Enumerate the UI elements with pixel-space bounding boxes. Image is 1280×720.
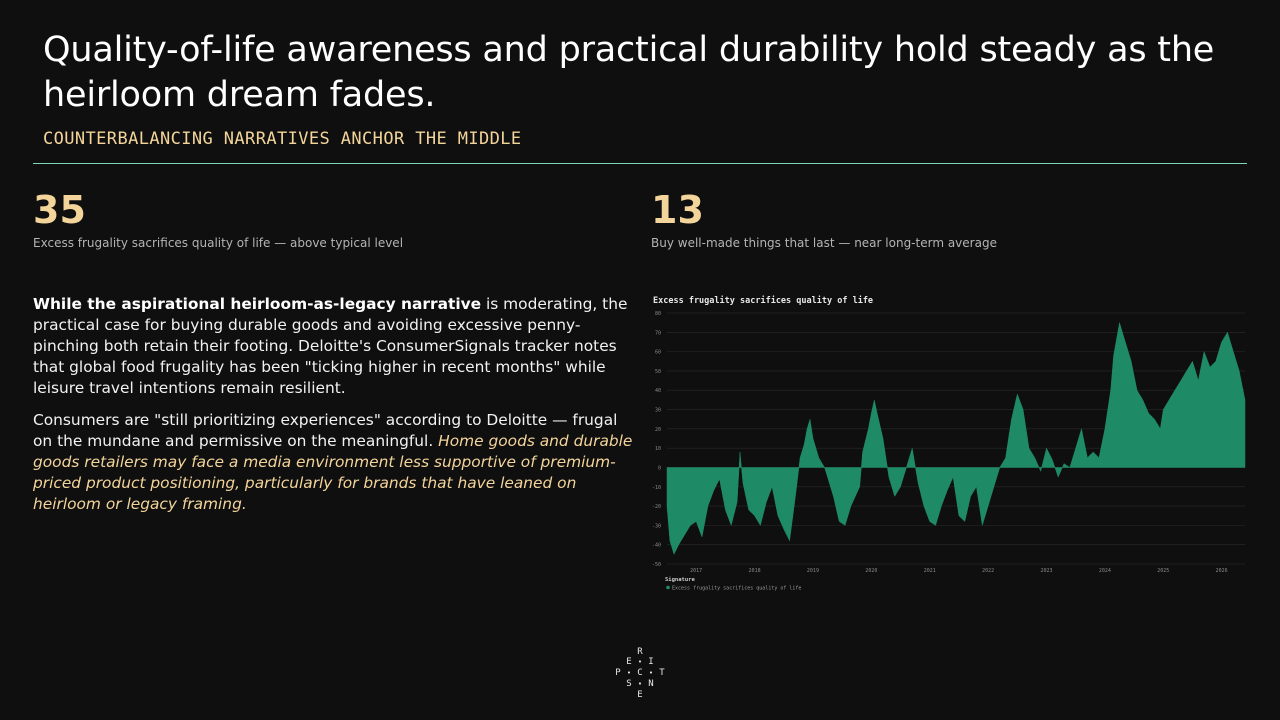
y-tick-label: 70 <box>655 330 661 336</box>
y-tick-label: 30 <box>655 408 661 414</box>
logo-letter: I <box>648 657 654 667</box>
x-tick-label: 2025 <box>1157 568 1169 574</box>
y-tick-label: -20 <box>652 504 661 510</box>
y-tick-label: 80 <box>655 311 661 317</box>
logo-dot: • <box>637 658 643 666</box>
logo-letter: E <box>626 657 632 667</box>
kpi-value: 13 <box>651 188 704 232</box>
logo-letter: P <box>615 668 621 678</box>
x-tick-label: 2018 <box>749 568 761 574</box>
y-tick-label: -30 <box>652 523 661 529</box>
kpi-durable-goods: 13 Buy well-made things that last — near… <box>651 188 997 250</box>
y-tick-label: -40 <box>652 543 661 549</box>
kpi-label: Excess frugality sacrifices quality of l… <box>33 236 404 250</box>
x-tick-label: 2026 <box>1216 568 1228 574</box>
x-tick-label: 2024 <box>1099 568 1111 574</box>
x-tick-label: 2021 <box>924 568 936 574</box>
chart-title: Excess frugality sacrifices quality of l… <box>653 295 873 306</box>
kpi-quality-of-life: 35 Excess frugality sacrifices quality o… <box>33 188 403 250</box>
legend-title: Signature <box>665 577 695 583</box>
x-tick-label: 2020 <box>865 568 877 574</box>
y-tick-label: 20 <box>655 427 661 433</box>
y-tick-label: -10 <box>652 485 661 491</box>
kpi-label: Buy well-made things that last — near lo… <box>651 236 997 250</box>
page-subtitle: COUNTERBALANCING NARRATIVES ANCHOR THE M… <box>43 129 522 149</box>
logo-letter: E <box>637 690 643 700</box>
logo: R E I P C T S N E • • • • <box>612 645 668 701</box>
y-tick-label: 60 <box>655 350 661 356</box>
logo-letter: T <box>659 668 665 678</box>
logo-letter: R <box>637 647 643 657</box>
paragraph-1-lead: While the aspirational heirloom-as-legac… <box>33 295 482 313</box>
logo-letter: N <box>648 679 654 689</box>
y-tick-label: 50 <box>655 369 661 375</box>
body-text: While the aspirational heirloom-as-legac… <box>33 294 633 526</box>
paragraph-2-plain: Consumers are "still prioritizing experi… <box>33 411 618 450</box>
x-tick-label: 2019 <box>807 568 819 574</box>
logo-letter: S <box>626 679 632 689</box>
logo-dot: • <box>626 669 632 677</box>
x-tick-label: 2017 <box>690 568 702 574</box>
legend-entry: Excess frugality sacrifices quality of l… <box>672 586 801 592</box>
legend-swatch <box>666 585 670 590</box>
paragraph-1-rest: is moderating, the practical case for bu… <box>33 295 628 397</box>
paragraph-2-emphasis: Home goods and durable goods retailers m… <box>33 432 633 513</box>
paragraph-1: While the aspirational heirloom-as-legac… <box>33 294 633 399</box>
x-tick-label: 2023 <box>1040 568 1052 574</box>
logo-letter: C <box>637 668 643 678</box>
logo-dot: • <box>648 669 654 677</box>
header-divider <box>33 163 1247 164</box>
series-area <box>666 322 1246 555</box>
area-chart: Excess frugality sacrifices quality of l… <box>652 295 1246 592</box>
y-tick-label: 0 <box>658 465 661 471</box>
page-title: Quality-of-life awareness and practical … <box>43 30 1215 115</box>
x-tick-label: 2022 <box>982 568 994 574</box>
y-tick-label: 10 <box>655 446 661 452</box>
logo-dot: • <box>637 680 643 688</box>
paragraph-2: Consumers are "still prioritizing experi… <box>33 410 633 515</box>
y-tick-label: 40 <box>655 388 661 394</box>
y-tick-label: -50 <box>652 562 661 568</box>
chart-container: Excess frugality sacrifices quality of l… <box>651 292 1251 602</box>
kpi-value: 35 <box>33 188 86 232</box>
